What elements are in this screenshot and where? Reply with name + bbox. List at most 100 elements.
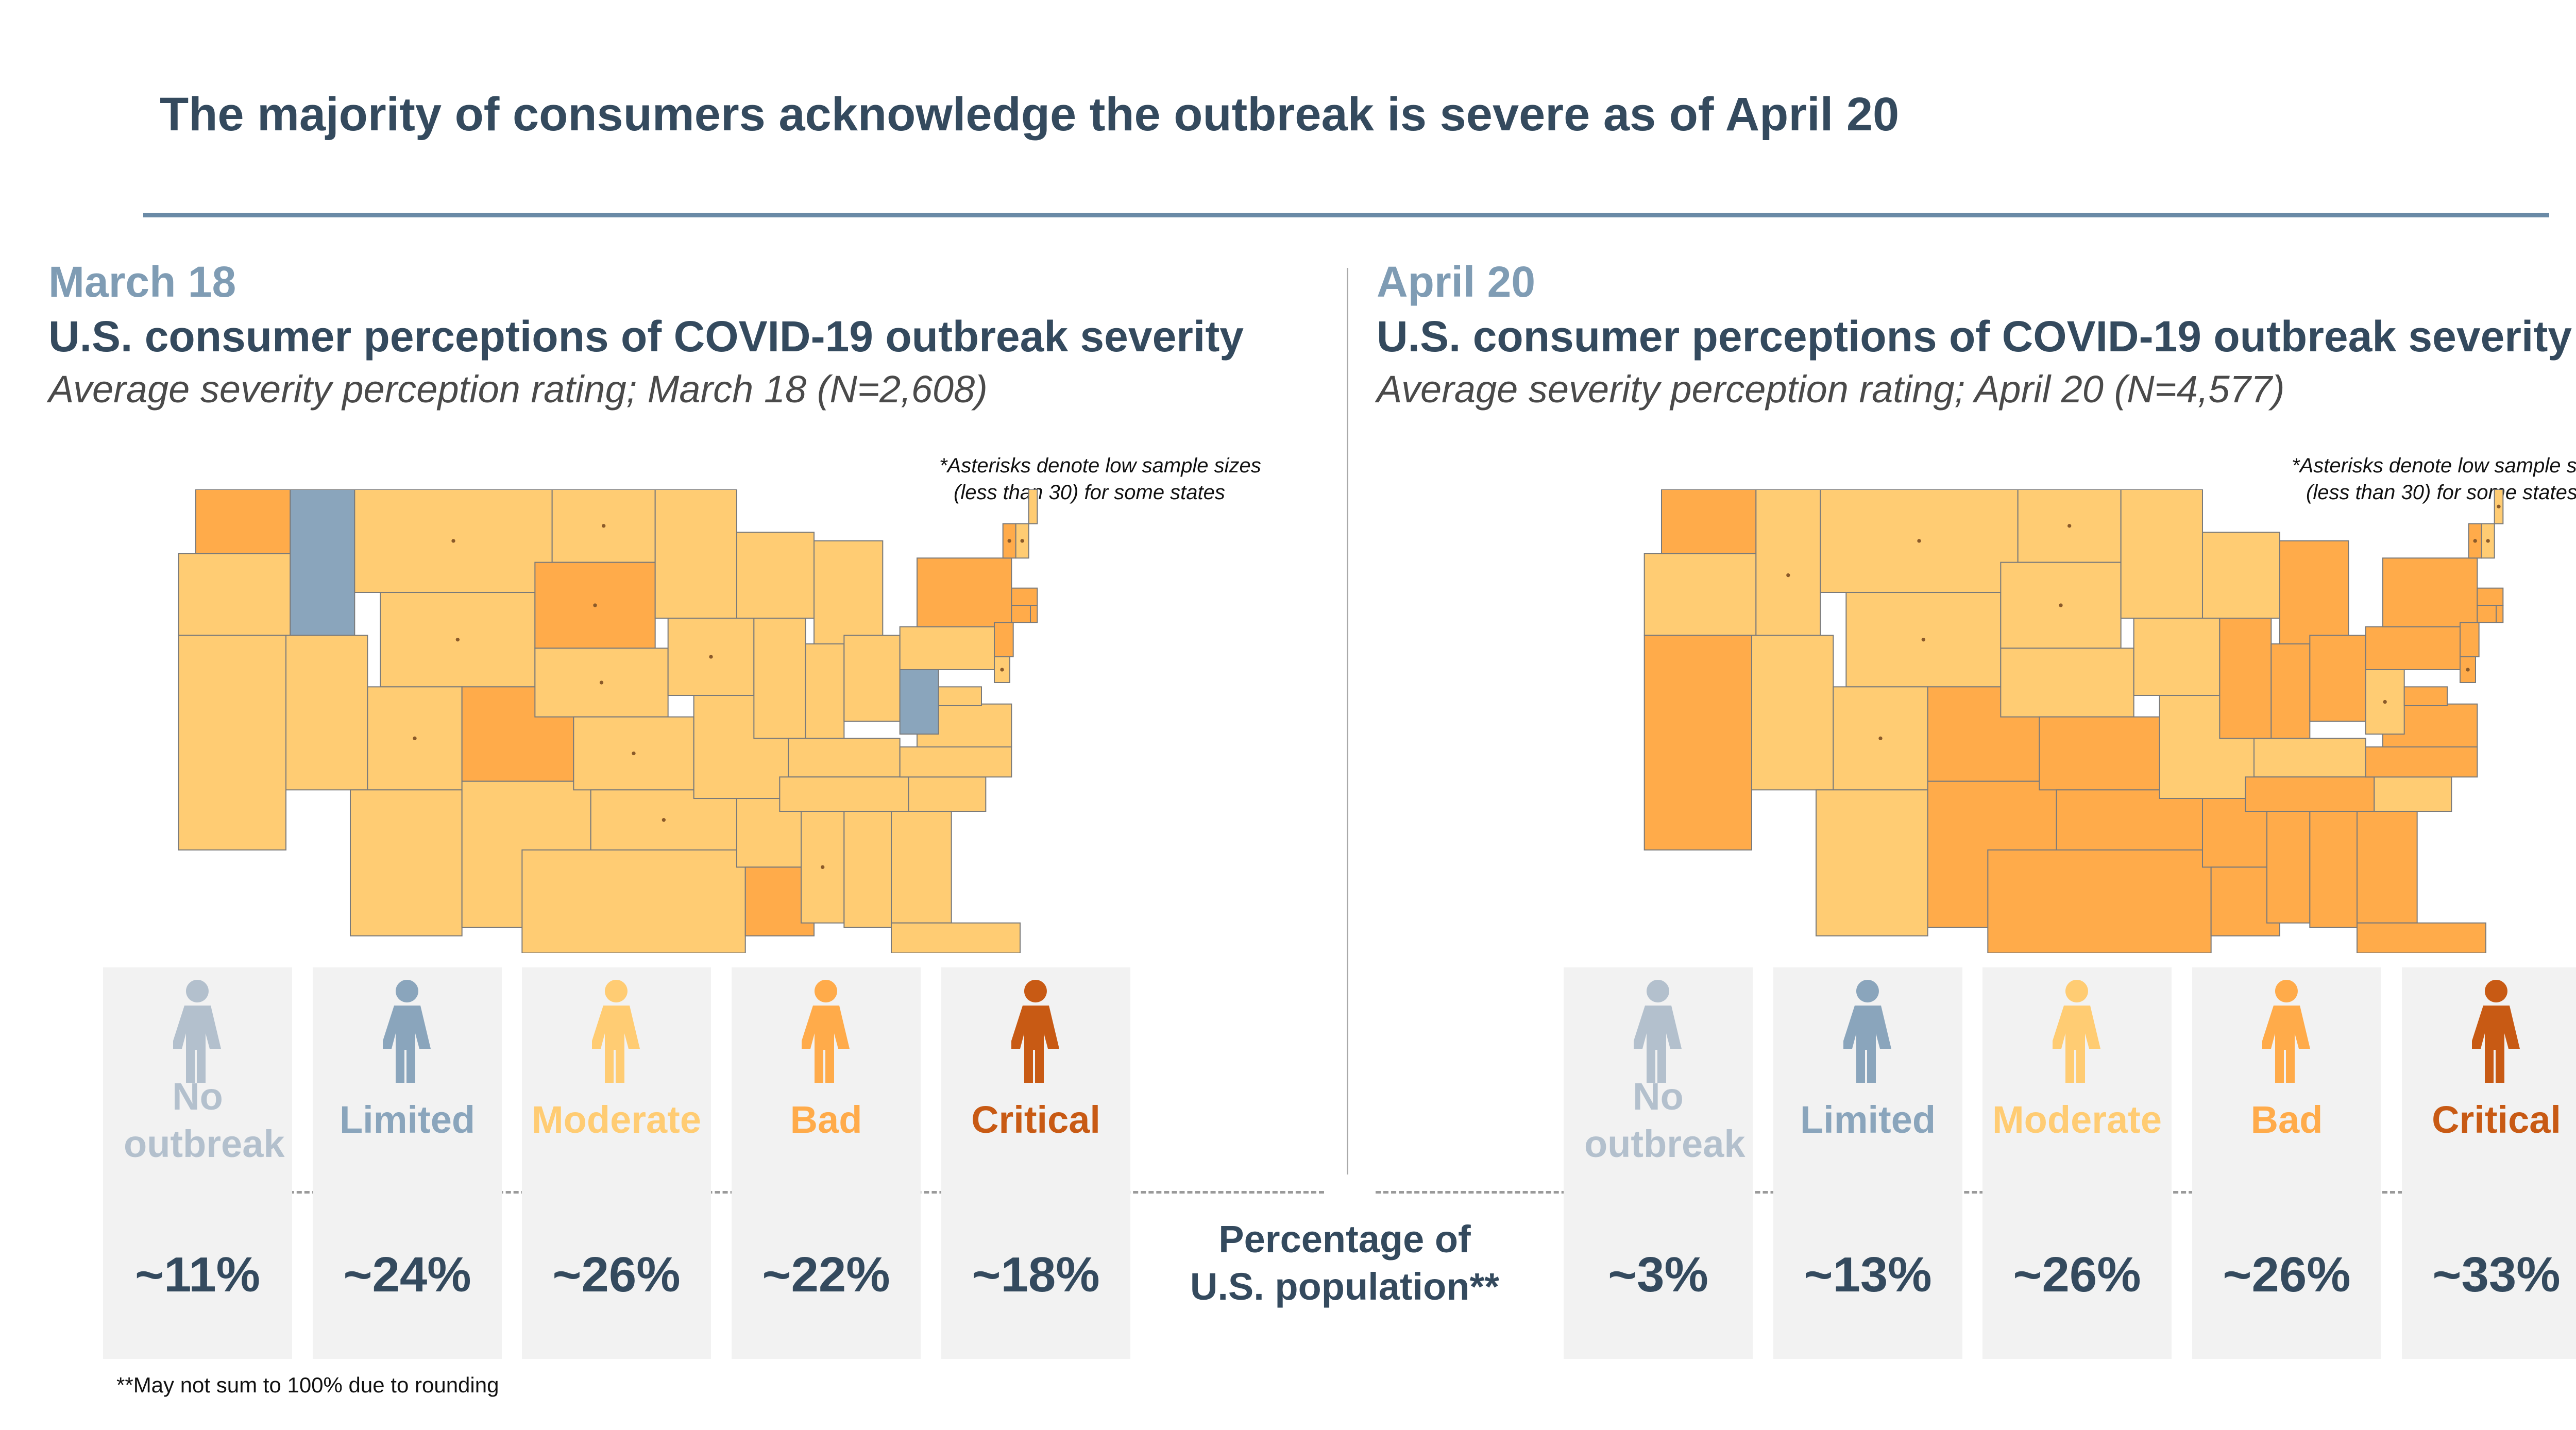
panel-date: April 20 — [1377, 258, 1536, 306]
low-sample-marker — [1878, 736, 1883, 740]
low-sample-marker — [451, 539, 455, 543]
low-sample-marker — [2466, 668, 2470, 672]
state-ny — [917, 557, 1012, 627]
state-ne — [2000, 648, 2134, 718]
state-or — [178, 553, 291, 636]
state-wv — [899, 669, 939, 735]
us-map-march — [178, 489, 1038, 953]
low-sample-marker — [593, 603, 597, 607]
low-sample-marker — [602, 524, 606, 528]
state-mi — [2279, 540, 2349, 644]
low-sample-marker — [1007, 539, 1011, 543]
low-sample-marker — [709, 655, 713, 659]
state-in — [805, 643, 845, 739]
asterisk-note-march: *Asterisks denote low sample sizes (less… — [939, 452, 1261, 506]
panel-date: March 18 — [48, 258, 236, 306]
asterisk-note-line: (less than 30) for some states — [954, 481, 1225, 504]
person-icon — [2472, 980, 2520, 1083]
state-il — [753, 618, 806, 739]
asterisk-note-april: *Asterisks denote low sample sizes (less… — [2292, 452, 2576, 506]
panel-subtitle: U.S. consumer perceptions of COVID-19 ou… — [1377, 312, 2572, 361]
person-icon — [2053, 980, 2100, 1083]
category-label: No outbreak — [124, 1075, 285, 1165]
low-sample-marker — [1921, 638, 1925, 642]
person-icon — [383, 980, 431, 1083]
person-icon — [1634, 980, 1682, 1083]
percentage-value: ~26% — [2013, 1247, 2141, 1302]
state-nj — [994, 622, 1014, 657]
state-ms — [2266, 811, 2311, 924]
state-al — [2309, 811, 2358, 928]
percentage-value: ~3% — [1608, 1247, 1708, 1302]
state-sc — [908, 776, 987, 812]
person-icon — [2262, 980, 2310, 1083]
state-mi — [814, 540, 884, 644]
low-sample-marker — [1000, 668, 1004, 672]
state-ga — [891, 811, 952, 924]
state-pa — [899, 626, 995, 671]
state-mn — [654, 489, 738, 619]
state-ca — [1643, 635, 1752, 850]
category-card: Bad ~22% — [732, 967, 921, 1359]
state-nj — [2460, 622, 2480, 657]
state-ny — [2382, 557, 2478, 627]
state-tn — [779, 776, 909, 812]
state-il — [2219, 618, 2272, 739]
panel-divider — [1347, 268, 1348, 1174]
dashed-separator-left — [103, 1191, 1324, 1194]
state-or — [1643, 553, 1757, 636]
state-ga — [2357, 811, 2418, 924]
asterisk-note-line: (less than 30) for some states — [2306, 481, 2576, 504]
low-sample-marker — [2067, 524, 2072, 528]
category-card: Critical ~33% — [2402, 967, 2576, 1359]
state-wa — [1661, 489, 1757, 554]
state-ma — [2477, 587, 2504, 606]
state-nv — [285, 635, 368, 791]
state-in — [2270, 643, 2311, 739]
state-ky — [2253, 738, 2366, 778]
state-ri — [1030, 605, 1038, 623]
state-oh — [2309, 635, 2366, 722]
low-sample-marker — [455, 638, 460, 642]
low-sample-marker — [2059, 603, 2063, 607]
person-icon — [802, 980, 850, 1083]
us-map-april — [1643, 489, 2504, 953]
panel-header-march: March 18 U.S. consumer perceptions of CO… — [48, 260, 1244, 408]
low-sample-marker — [1020, 539, 1024, 543]
category-card: No outbreak ~3% — [1564, 967, 1753, 1359]
footnote: **May not sum to 100% due to rounding — [116, 1373, 499, 1397]
state-ct — [1011, 605, 1031, 623]
state-wa — [195, 489, 291, 554]
state-tx — [1987, 849, 2212, 953]
state-az — [1815, 789, 1928, 937]
percentage-value: ~33% — [2432, 1247, 2561, 1302]
asterisk-note-line: *Asterisks denote low sample sizes — [2292, 454, 2576, 477]
low-sample-marker — [662, 818, 666, 822]
percentage-value: ~13% — [1804, 1247, 1932, 1302]
state-wi — [2202, 532, 2280, 619]
state-ca — [178, 635, 286, 850]
person-icon — [1843, 980, 1891, 1083]
state-tn — [2245, 776, 2375, 812]
person-icon — [1011, 980, 1059, 1083]
state-pa — [2365, 626, 2461, 671]
state-ky — [788, 738, 901, 778]
category-card: Limited ~24% — [313, 967, 502, 1359]
state-oh — [843, 635, 901, 722]
category-label: Moderate — [1992, 1098, 2162, 1141]
state-me — [1028, 489, 1038, 524]
low-sample-marker — [632, 751, 636, 756]
category-label: Bad — [2250, 1098, 2323, 1141]
category-card: Bad ~26% — [2192, 967, 2381, 1359]
state-fl — [2357, 922, 2486, 953]
percentage-value: ~22% — [762, 1247, 890, 1302]
person-icon — [592, 980, 640, 1083]
panel-description: Average severity perception rating; Apri… — [1377, 368, 2285, 411]
state-az — [350, 789, 463, 937]
category-label: Critical — [2432, 1098, 2561, 1141]
low-sample-marker — [2497, 504, 2501, 508]
category-card: Critical ~18% — [941, 967, 1130, 1359]
low-sample-marker — [821, 865, 825, 869]
percentage-value: ~26% — [552, 1247, 681, 1302]
low-sample-marker — [2486, 539, 2490, 543]
